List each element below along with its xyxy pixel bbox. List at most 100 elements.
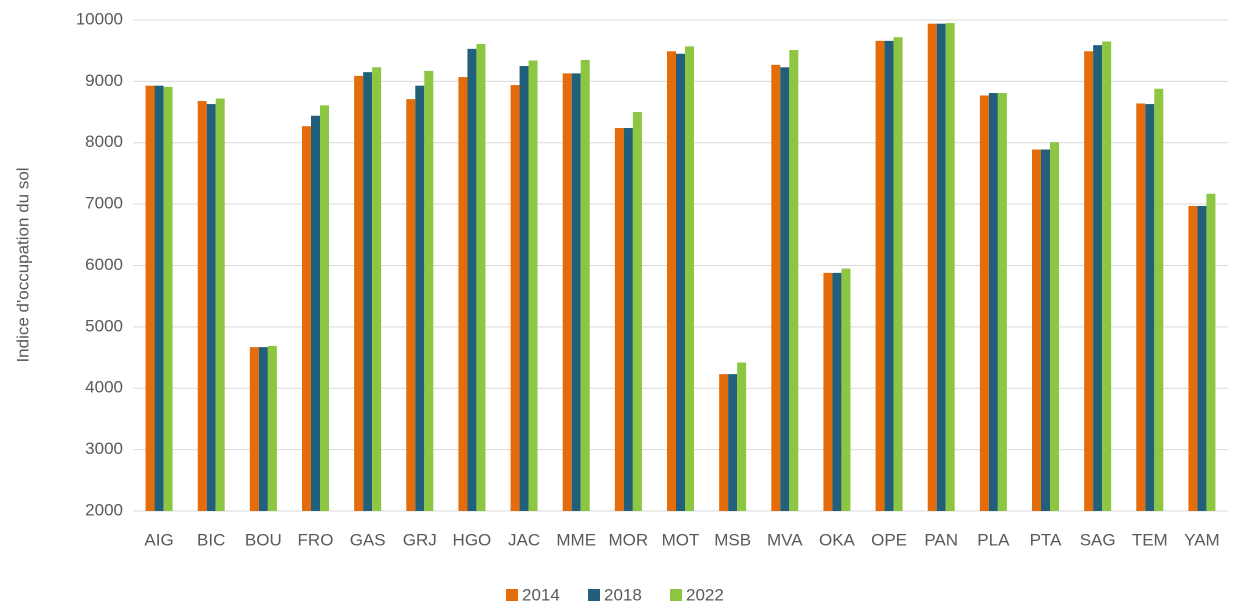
bar (1136, 103, 1146, 511)
bar (632, 112, 642, 511)
y-tick-label: 4000 (85, 378, 123, 397)
bar (1093, 45, 1103, 511)
bar (519, 66, 529, 511)
x-tick-label: OKA (819, 530, 856, 549)
bar (363, 72, 373, 511)
legend-label: 2018 (604, 585, 642, 604)
bar (719, 374, 729, 511)
y-tick-label: 6000 (85, 255, 123, 274)
bar (1102, 41, 1112, 511)
y-tick-label: 9000 (85, 71, 123, 90)
bar (267, 345, 277, 511)
x-tick-label: FRO (298, 530, 334, 549)
bar (458, 77, 468, 512)
y-tick-label: 10000 (76, 9, 123, 28)
bar (320, 105, 329, 511)
bar (667, 51, 676, 512)
x-tick-label: PLA (977, 530, 1010, 549)
bar (927, 23, 937, 512)
x-tick-label: MSB (714, 530, 751, 549)
bar (823, 272, 833, 511)
bar (771, 64, 781, 512)
bar (154, 85, 164, 511)
bar (206, 104, 216, 512)
bar (1050, 142, 1059, 512)
bar (354, 75, 364, 511)
y-tick-label: 5000 (85, 316, 123, 335)
bar (789, 50, 799, 511)
x-tick-label: MOT (662, 530, 700, 549)
bar (685, 46, 694, 512)
y-tick-label: 3000 (85, 439, 123, 458)
bar (979, 95, 989, 512)
bar (728, 374, 738, 511)
bar (1188, 205, 1198, 511)
legend-label: 2014 (522, 585, 560, 604)
bar (528, 60, 538, 511)
legend-label: 2022 (686, 585, 724, 604)
bar (467, 48, 477, 511)
bar (406, 99, 416, 511)
legend-swatch (588, 589, 600, 601)
x-tick-label: MVA (767, 530, 803, 549)
x-tick-label: PTA (1030, 530, 1062, 549)
legend-swatch (506, 589, 518, 601)
bar (562, 73, 572, 512)
bar (737, 362, 747, 511)
bar (476, 43, 486, 511)
bar (1084, 51, 1094, 512)
bar (311, 115, 320, 512)
x-tick-label: GAS (350, 530, 386, 549)
bar (580, 59, 590, 512)
bar (571, 73, 581, 512)
bar (510, 85, 520, 512)
bar (258, 347, 268, 511)
bar (841, 268, 851, 511)
bar (945, 23, 955, 511)
bar (676, 53, 685, 511)
y-tick-label: 2000 (85, 500, 123, 519)
x-tick-label: OPE (871, 530, 907, 549)
bar (197, 101, 207, 511)
x-tick-label: BOU (245, 530, 282, 549)
bar (893, 37, 903, 512)
bar (614, 128, 624, 511)
x-tick-label: MME (556, 530, 596, 549)
bar (1206, 193, 1216, 511)
legend-swatch (670, 589, 682, 601)
x-tick-label: TEM (1132, 530, 1168, 549)
x-tick-label: HGO (453, 530, 492, 549)
x-tick-label: GRJ (403, 530, 437, 549)
x-tick-label: MOR (609, 530, 649, 549)
x-tick-label: YAM (1184, 530, 1220, 549)
bar (215, 98, 225, 511)
bar (1032, 149, 1041, 511)
bar (832, 272, 842, 511)
bar (163, 86, 173, 512)
x-tick-label: SAG (1080, 530, 1116, 549)
bar (1145, 104, 1155, 512)
bar (623, 128, 633, 511)
bar (249, 347, 259, 511)
y-tick-label: 7000 (85, 194, 123, 213)
x-tick-label: BIC (197, 530, 225, 549)
y-axis-label: Indice d'occupation du sol (13, 167, 32, 362)
bar (302, 126, 311, 512)
bar (1197, 205, 1207, 511)
x-tick-label: AIG (144, 530, 173, 549)
bar (1041, 149, 1050, 511)
bar (997, 93, 1007, 511)
bar (988, 93, 998, 511)
bar (145, 85, 155, 511)
x-tick-label: JAC (508, 530, 540, 549)
bar (1154, 88, 1164, 512)
bar (936, 23, 946, 512)
bar (780, 67, 790, 511)
y-tick-label: 8000 (85, 132, 123, 151)
bar (875, 40, 885, 512)
bar (424, 70, 434, 511)
x-tick-label: PAN (924, 530, 958, 549)
bar (884, 40, 894, 512)
bar (372, 67, 382, 511)
